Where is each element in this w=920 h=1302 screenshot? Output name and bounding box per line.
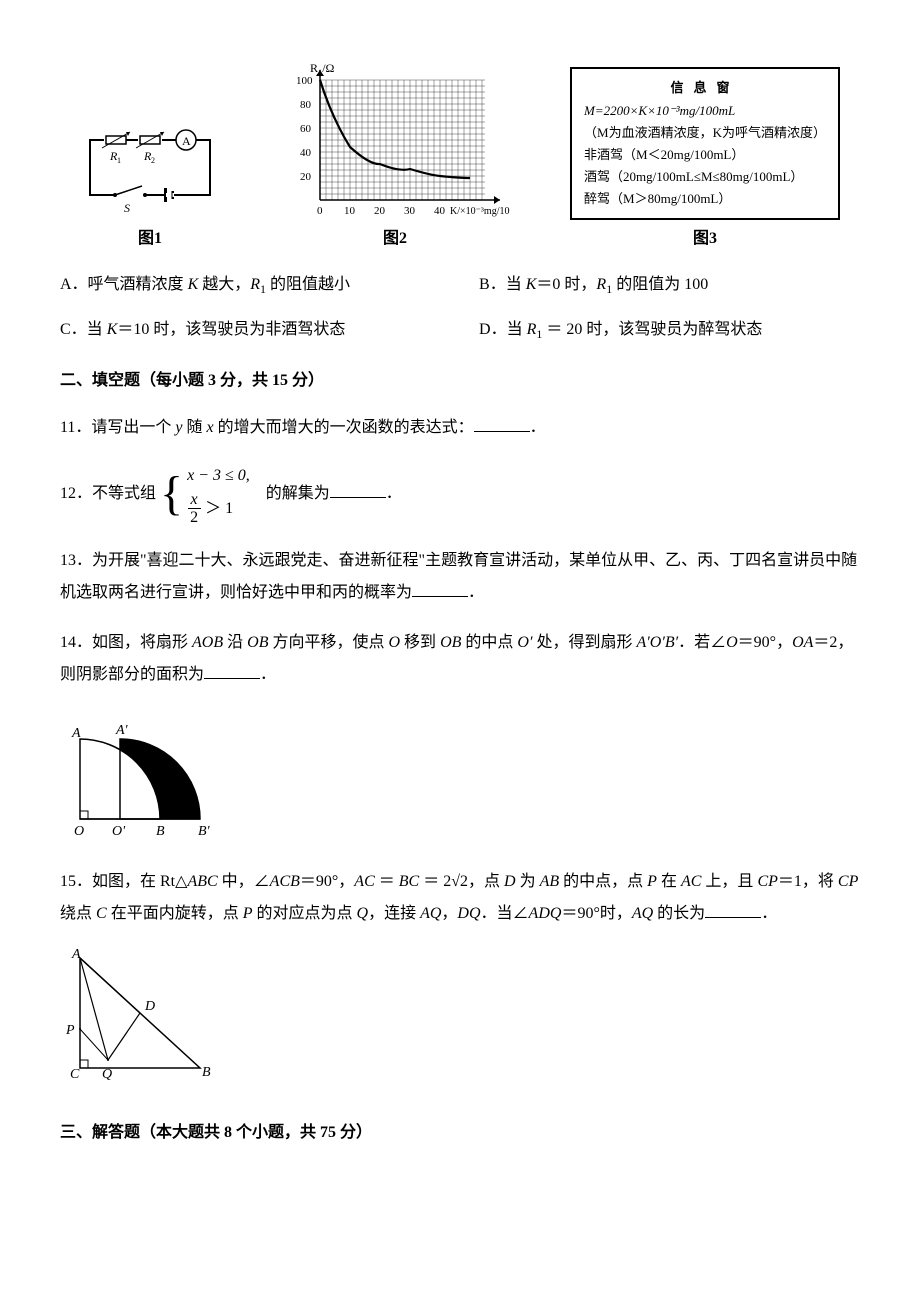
options-row-2: C．当 K＝10 时，该驾驶员为非酒驾状态 D．当 R1 ＝ 20 时，该驾驶员… <box>60 317 860 344</box>
svg-text:40: 40 <box>434 205 446 217</box>
info-box-line1: M=2200×K×10⁻³mg/100mL <box>584 100 826 122</box>
svg-text:D: D <box>144 999 155 1014</box>
svg-text:B': B' <box>198 824 211 839</box>
figure-2: R₁/Ω <box>280 60 510 252</box>
q11-blank[interactable] <box>474 416 530 432</box>
svg-text:20: 20 <box>300 171 312 183</box>
svg-text:O: O <box>74 824 84 839</box>
info-box-title: 信息窗 <box>584 77 826 99</box>
svg-text:30: 30 <box>404 205 416 217</box>
svg-text:B: B <box>202 1065 211 1080</box>
option-d: D．当 R1 ＝ 20 时，该驾驶员为醉驾状态 <box>479 317 860 344</box>
svg-text:60: 60 <box>300 123 312 135</box>
option-a: A．呼气酒精浓度 K 越大，R1 的阻值越小 <box>60 272 479 299</box>
svg-text:1: 1 <box>117 156 121 165</box>
svg-text:B: B <box>156 824 165 839</box>
svg-text:C: C <box>70 1067 80 1082</box>
info-box-line1-note: （M为血液酒精浓度，K为呼气酒精浓度） <box>584 122 826 144</box>
q12-mid: 的解集为 <box>266 485 330 502</box>
svg-text:S: S <box>124 201 130 215</box>
option-c: C．当 K＝10 时，该驾驶员为非酒驾状态 <box>60 317 479 344</box>
q13-blank[interactable] <box>412 581 468 597</box>
figure-3-caption: 图3 <box>693 226 717 252</box>
section-3-heading: 三、解答题（本大题共 8 个小题，共 75 分） <box>60 1120 860 1146</box>
q12-suffix: ． <box>386 485 402 502</box>
svg-text:Q: Q <box>102 1067 112 1082</box>
info-box: 信息窗 M=2200×K×10⁻³mg/100mL （M为血液酒精浓度，K为呼气… <box>570 67 840 220</box>
section-2-heading: 二、填空题（每小题 3 分，共 15 分） <box>60 368 860 394</box>
svg-text:80: 80 <box>300 99 312 111</box>
svg-text:A': A' <box>115 723 129 738</box>
question-11: 11．请写出一个 y 随 x 的增大而增大的一次函数的表达式： ． <box>60 412 860 444</box>
options-row-1: A．呼气酒精浓度 K 越大，R1 的阻值越小 B．当 K＝0 时，R1 的阻值为… <box>60 272 860 299</box>
q13-suffix: ． <box>468 584 484 601</box>
q11-suffix: ． <box>530 419 546 436</box>
svg-text:10: 10 <box>344 205 356 217</box>
svg-text:P: P <box>65 1023 75 1038</box>
q12-blank[interactable] <box>330 482 386 498</box>
q15-diagram: A B C D P Q <box>60 948 860 1097</box>
q11-prefix: 11．请写出一个 y 随 x 的增大而增大的一次函数的表达式： <box>60 419 474 436</box>
chart-curve <box>320 80 470 178</box>
svg-text:O': O' <box>112 824 126 839</box>
q12-inequality-system: { x − 3 ≤ 0, x 2 ＞ 1 <box>160 462 250 527</box>
q12-prefix: 12．不等式组 <box>60 485 156 502</box>
q14-blank[interactable] <box>204 663 260 679</box>
svg-text:100: 100 <box>296 75 313 87</box>
question-13: 13．为开展"喜迎二十大、永远跟党走、奋进新征程"主题教育宣讲活动，某单位从甲、… <box>60 545 860 609</box>
svg-text:A: A <box>182 134 191 148</box>
chart-svg: R₁/Ω <box>280 60 510 220</box>
info-box-line2: 非酒驾（M＜20mg/100mL） <box>584 144 826 166</box>
svg-text:A: A <box>71 726 81 741</box>
question-12: 12．不等式组 { x − 3 ≤ 0, x 2 ＞ 1 的解集为 ． <box>60 462 860 527</box>
q15-blank[interactable] <box>705 902 761 918</box>
svg-text:A: A <box>71 948 81 962</box>
info-box-line4: 醉驾（M＞80mg/100mL） <box>584 188 826 210</box>
figure-1-caption: 图1 <box>138 226 162 252</box>
svg-text:0: 0 <box>317 205 323 217</box>
chart-y-label: R₁/Ω <box>310 61 335 75</box>
info-box-line3: 酒驾（20mg/100mL≤M≤80mg/100mL） <box>584 166 826 188</box>
chart-x-label: K/×10⁻³mg/100mL <box>450 206 510 217</box>
option-b: B．当 K＝0 时，R1 的阻值为 100 <box>479 272 860 299</box>
figure-3: 信息窗 M=2200×K×10⁻³mg/100mL （M为血液酒精浓度，K为呼气… <box>570 67 840 251</box>
question-14: 14．如图，将扇形 AOB 沿 OB 方向平移，使点 O 移到 OB 的中点 O… <box>60 627 860 691</box>
figure-1: R1 R2 A S 图1 <box>80 120 220 252</box>
circuit-diagram: R1 R2 A S <box>80 120 220 220</box>
figure-2-caption: 图2 <box>383 226 407 252</box>
question-15: 15．如图，在 Rt△ABC 中，∠ACB＝90°，AC ＝ BC ＝ 2√2，… <box>60 866 860 930</box>
figures-row: R1 R2 A S 图1 <box>60 60 860 252</box>
svg-text:20: 20 <box>374 205 386 217</box>
svg-text:40: 40 <box>300 147 312 159</box>
svg-text:2: 2 <box>151 156 155 165</box>
q14-diagram: A A' O O' B B' <box>60 709 860 848</box>
